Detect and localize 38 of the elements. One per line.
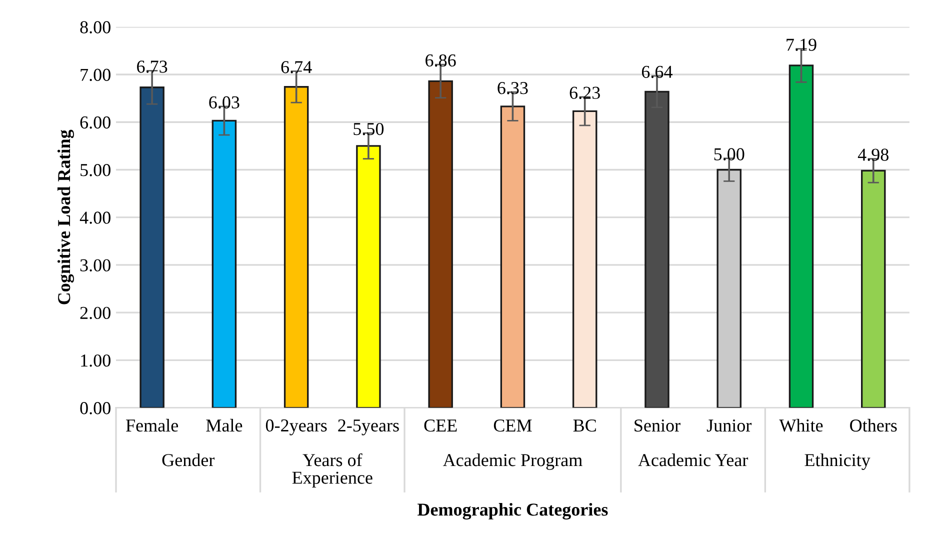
data-label: 6.03 [209,96,240,109]
text: Ethnicity [804,454,870,470]
y-tick-label: 8.00 [80,21,110,34]
y-axis-title: Cognitive Load Rating [57,130,74,304]
x-axis-title: Demographic Categories [418,503,608,520]
x-tick-label: Female [126,418,178,432]
text: Academic Year [638,454,748,466]
text: Years of Experience [292,453,372,488]
data-label: 6.73 [137,60,168,73]
x-tick-label: 0-2years [266,419,327,436]
data-label: 6.74 [281,61,312,74]
data-label: 4.98 [858,148,888,161]
y-tick-label: 0.00 [80,402,110,414]
data-label: 6.23 [570,86,600,100]
y-tick-label: 2.00 [80,306,110,320]
text: Gender [162,454,215,466]
data-label: 6.33 [498,82,528,94]
data-label: 6.86 [426,54,456,67]
x-tick-label: CEM [494,419,532,432]
y-tick-label: 6.00 [80,116,110,129]
data-label: 6.64 [642,66,672,78]
x-tick-label: Male [206,418,242,432]
x-tick-label: Senior [634,419,680,432]
x-tick-label: White [779,418,823,432]
y-tick-label: 7.00 [80,68,110,82]
y-tick-label: 4.00 [80,212,110,224]
x-tick-label: 2-5years [338,419,399,436]
x-tick-label: Others [850,418,897,432]
y-tick-label: 5.00 [80,164,110,176]
data-label: 7.19 [786,38,816,51]
data-label: 5.00 [714,148,744,160]
x-tick-label: BC [573,419,596,432]
x-tick-label: CEE [424,419,457,432]
data-label: 5.50 [354,122,384,136]
x-tick-label: Junior [706,419,752,432]
y-tick-label: 1.00 [81,354,110,367]
text: Academic Program [442,454,582,470]
y-tick-label: 3.00 [80,259,110,272]
